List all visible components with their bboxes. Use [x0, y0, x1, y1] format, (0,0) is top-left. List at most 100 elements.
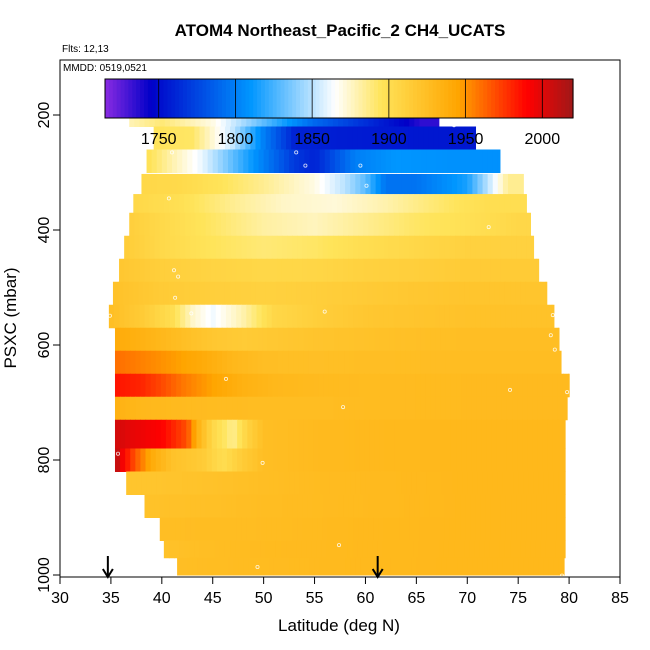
heatmap-cell [440, 448, 447, 472]
heatmap-cell [512, 448, 518, 472]
heatmap-cell [248, 471, 255, 495]
heatmap-cell [516, 258, 522, 283]
heatmap-cell [170, 448, 177, 472]
heatmap-cell [406, 173, 412, 195]
heatmap-cell [286, 540, 292, 559]
heatmap-cell [277, 327, 284, 352]
heatmap-cell [413, 540, 419, 559]
heatmap-cell [546, 517, 553, 541]
heatmap-cell [452, 471, 458, 495]
heatmap-cell [293, 350, 299, 375]
heatmap-cell [482, 471, 489, 495]
heatmap-cell [474, 126, 477, 150]
heatmap-cell [378, 258, 385, 283]
heatmap-cell [312, 212, 319, 237]
heatmap-cell [266, 258, 273, 283]
heatmap-cell [353, 517, 359, 541]
heatmap-cell [440, 350, 447, 375]
heatmap-cell [124, 235, 130, 260]
heatmap-cell [214, 126, 221, 150]
heatmap-cell [280, 194, 287, 215]
heatmap-cell [164, 517, 171, 541]
heatmap-cell [551, 494, 558, 518]
x-tick-label: 55 [306, 590, 324, 607]
heatmap-cell [357, 540, 363, 559]
heatmap-cell [449, 212, 456, 237]
heatmap-cell [434, 235, 441, 260]
heatmap-cell [533, 471, 540, 495]
heatmap-cell [452, 173, 458, 195]
heatmap-cell [490, 494, 497, 518]
colorbar-segment [405, 79, 410, 118]
heatmap-cell [408, 126, 414, 150]
heatmap-cell [449, 235, 456, 260]
heatmap-cell [187, 149, 193, 173]
heatmap-cell [526, 304, 533, 329]
heatmap-cell [414, 235, 421, 260]
heatmap-cell [164, 494, 171, 518]
heatmap-cell [168, 281, 175, 306]
heatmap-cell [433, 194, 440, 215]
heatmap-cell [145, 350, 152, 375]
heatmap-cell [405, 396, 411, 421]
heatmap-cell [161, 149, 168, 173]
heatmap-cell [286, 194, 292, 215]
heatmap-cell [515, 281, 521, 306]
heatmap-cell [491, 327, 498, 352]
observation-point [223, 376, 228, 381]
heatmap-cell [252, 350, 259, 375]
heatmap-cell [460, 258, 466, 283]
heatmap-cell [449, 304, 456, 329]
heatmap-cell [547, 350, 554, 375]
heatmap-cell [273, 557, 280, 576]
heatmap-cell [425, 396, 432, 421]
heatmap-cell [297, 304, 303, 329]
observation-point [169, 150, 174, 155]
heatmap-cell [257, 327, 264, 352]
heatmap-cell [477, 149, 484, 173]
heatmap-cell [522, 350, 528, 375]
heatmap-cell [288, 327, 294, 352]
heatmap-cell [445, 419, 452, 449]
heatmap-cell [340, 149, 346, 173]
colorbar-segment [206, 79, 211, 118]
observation-point [336, 543, 341, 548]
heatmap-cell [139, 235, 146, 260]
heatmap-cell [155, 327, 162, 352]
heatmap-cell [202, 149, 209, 173]
heatmap-cell [435, 373, 442, 398]
heatmap-cell [428, 281, 435, 306]
heatmap-cell [196, 448, 203, 472]
heatmap-cell [469, 281, 475, 306]
heatmap-cell [345, 173, 351, 195]
heatmap-cell [237, 448, 243, 472]
heatmap-cell [289, 173, 295, 195]
heatmap-cell [204, 281, 211, 306]
heatmap-cell [441, 471, 448, 495]
colorbar-tick-label: 1850 [294, 131, 330, 148]
heatmap-cell [452, 557, 458, 576]
heatmap-cell [474, 540, 481, 559]
heatmap-cell [319, 471, 326, 495]
heatmap-cell [452, 149, 458, 173]
heatmap-cell [289, 557, 295, 576]
x-tick-label: 40 [153, 590, 171, 607]
heatmap-cell [344, 327, 350, 352]
heatmap-cell [210, 235, 217, 260]
heatmap-cell [532, 396, 539, 421]
heatmap-cell [114, 373, 121, 398]
heatmap-cell [179, 281, 185, 306]
heatmap-cell [465, 494, 471, 518]
heatmap-cell [414, 212, 421, 237]
heatmap-cell [348, 517, 354, 541]
heatmap-cell [419, 304, 426, 329]
heatmap-cell [338, 327, 345, 352]
heatmap-cell [359, 448, 366, 472]
colorbar-segment [342, 79, 348, 118]
heatmap-cell [479, 540, 486, 559]
heatmap-cell [307, 494, 314, 518]
heatmap-cell [340, 173, 346, 195]
heatmap-cell [358, 494, 365, 518]
heatmap-cell [380, 149, 387, 173]
heatmap-cell [191, 373, 198, 398]
